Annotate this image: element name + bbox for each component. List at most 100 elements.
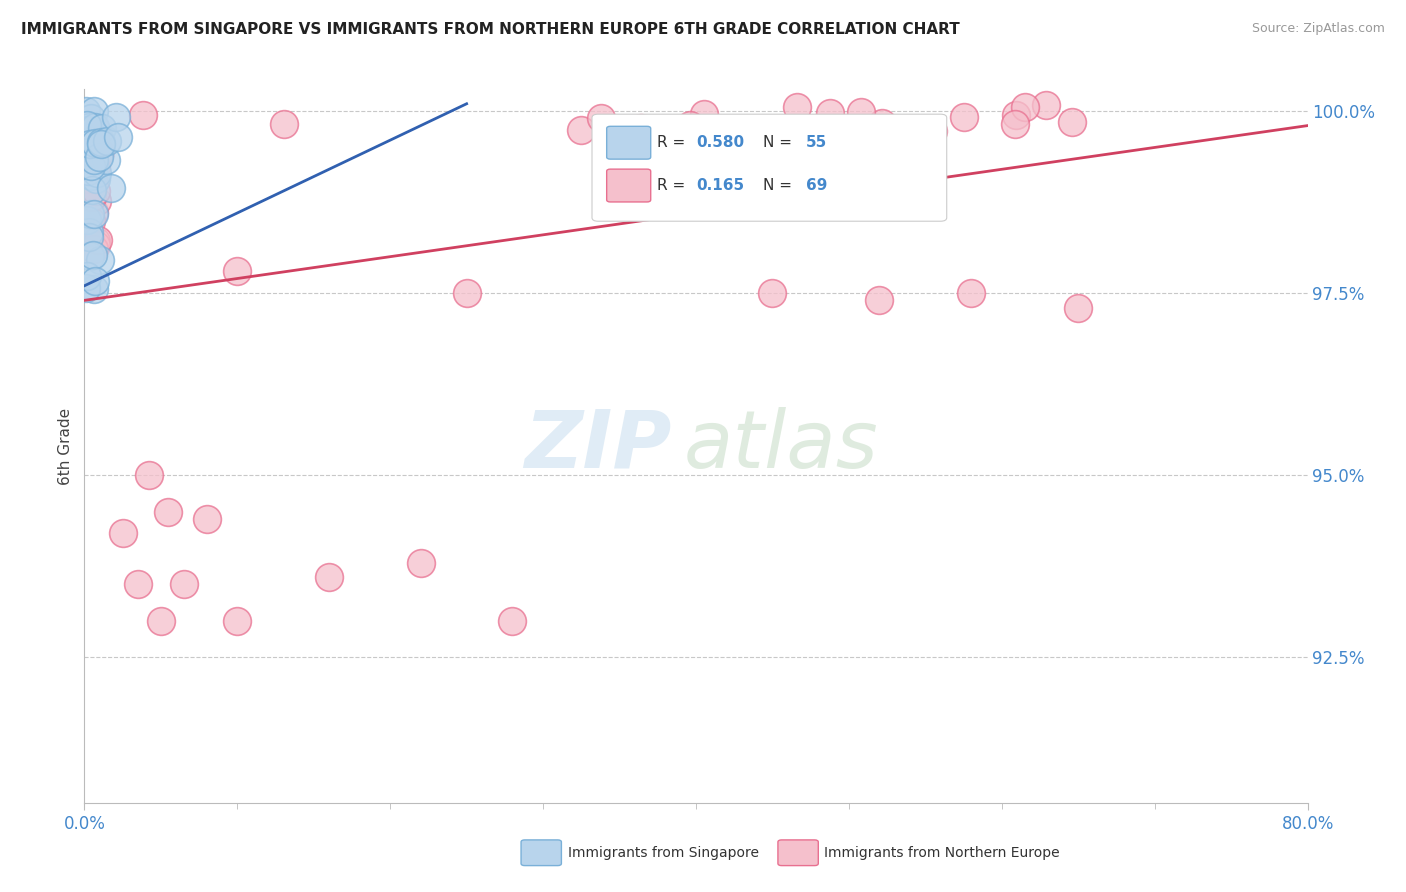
Point: [79, 136, 101, 151]
Point: [111, 526, 134, 541]
Point: [104, 110, 127, 124]
Point: [82, 248, 104, 262]
Point: [83, 153, 105, 167]
Point: [1004, 117, 1026, 131]
Point: [73, 130, 96, 145]
Point: [80, 183, 103, 197]
Point: [849, 105, 872, 120]
Point: [870, 116, 893, 130]
Point: [786, 100, 808, 114]
FancyBboxPatch shape: [778, 840, 818, 865]
Point: [869, 293, 891, 308]
Point: [953, 110, 976, 124]
Y-axis label: 6th Grade: 6th Grade: [58, 408, 73, 484]
Point: [76, 137, 98, 152]
Text: 69: 69: [806, 178, 828, 193]
Point: [82, 144, 104, 158]
FancyBboxPatch shape: [606, 169, 651, 202]
Point: [76, 118, 98, 132]
Point: [96, 134, 118, 148]
Point: [79, 207, 101, 221]
Point: [80, 111, 103, 125]
Text: N =: N =: [763, 178, 797, 193]
Point: [77, 225, 100, 239]
Text: R =: R =: [657, 136, 690, 150]
Point: [84, 136, 107, 150]
Point: [80, 153, 103, 167]
Point: [226, 614, 249, 628]
Point: [84, 120, 107, 135]
Text: Immigrants from Singapore: Immigrants from Singapore: [568, 846, 758, 860]
Point: [73, 157, 96, 171]
Point: [107, 130, 129, 145]
Point: [79, 125, 101, 139]
Point: [82, 190, 104, 204]
Point: [84, 132, 107, 146]
Point: [960, 286, 983, 301]
Point: [318, 570, 340, 584]
Point: [83, 205, 105, 219]
Point: [90, 135, 112, 149]
Point: [87, 150, 110, 164]
Point: [77, 124, 100, 138]
Point: [80, 214, 103, 228]
Point: [79, 183, 101, 197]
Point: [80, 169, 103, 184]
Text: R =: R =: [657, 178, 695, 193]
Text: 0.165: 0.165: [696, 178, 744, 193]
Point: [693, 106, 716, 120]
Point: [80, 159, 103, 173]
Text: 0.580: 0.580: [696, 136, 744, 150]
Point: [83, 242, 105, 256]
Point: [82, 120, 104, 135]
Point: [83, 103, 105, 118]
Text: IMMIGRANTS FROM SINGAPORE VS IMMIGRANTS FROM NORTHERN EUROPE 6TH GRADE CORRELATI: IMMIGRANTS FROM SINGAPORE VS IMMIGRANTS …: [21, 22, 960, 37]
Point: [273, 117, 295, 131]
Point: [456, 286, 478, 301]
Point: [226, 264, 249, 278]
Point: [90, 120, 112, 135]
Point: [82, 183, 104, 197]
Point: [157, 504, 180, 518]
Point: [89, 145, 111, 160]
Text: atlas: atlas: [683, 407, 879, 485]
Point: [173, 577, 195, 591]
Point: [84, 123, 107, 137]
Point: [75, 176, 97, 190]
Point: [77, 122, 100, 136]
Point: [75, 280, 97, 294]
Point: [87, 233, 110, 247]
Point: [1060, 115, 1083, 129]
Point: [73, 153, 96, 168]
Point: [1067, 301, 1090, 315]
Point: [409, 556, 432, 570]
Point: [96, 153, 118, 167]
Point: [76, 164, 98, 178]
Text: N =: N =: [763, 136, 797, 150]
Point: [1014, 100, 1036, 114]
Point: [76, 177, 98, 191]
Point: [73, 141, 96, 155]
Point: [79, 120, 101, 134]
Point: [80, 167, 103, 181]
Point: [84, 234, 107, 248]
Point: [83, 139, 105, 153]
Point: [79, 120, 101, 135]
Text: 55: 55: [806, 136, 827, 150]
Point: [922, 124, 945, 138]
Point: [79, 128, 101, 142]
Point: [82, 153, 104, 168]
Point: [84, 171, 107, 186]
Point: [80, 155, 103, 169]
Point: [77, 158, 100, 172]
Point: [86, 166, 108, 180]
Point: [76, 212, 98, 227]
FancyBboxPatch shape: [592, 114, 946, 221]
Point: [138, 468, 160, 483]
Point: [79, 230, 101, 244]
Point: [132, 108, 155, 122]
Point: [100, 181, 122, 195]
Point: [89, 253, 111, 268]
FancyBboxPatch shape: [606, 127, 651, 159]
Point: [195, 512, 218, 526]
